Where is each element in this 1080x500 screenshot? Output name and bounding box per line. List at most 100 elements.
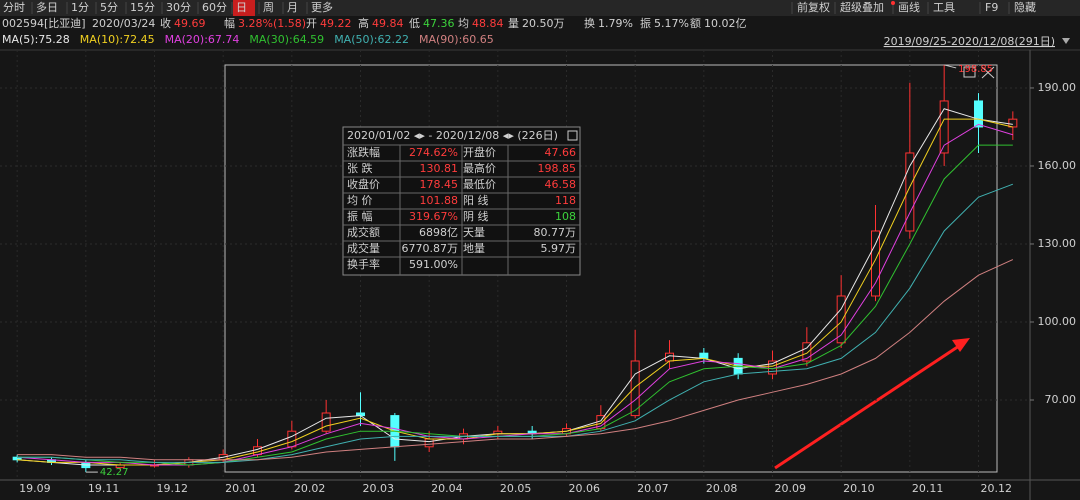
candle-body — [424, 438, 434, 448]
x-tick-label: 20.04 — [431, 482, 463, 495]
quote-value: 1.79% — [598, 17, 633, 30]
candle-body — [905, 152, 915, 232]
maximize-icon[interactable] — [963, 66, 976, 78]
x-tick-label: 20.09 — [775, 482, 807, 495]
table-cell: 成交额 — [347, 225, 380, 239]
x-tick-label: 20.12 — [981, 482, 1013, 495]
x-tick-label: 20.05 — [500, 482, 532, 495]
x-tick-label: 20.08 — [706, 482, 738, 495]
toolbar-tab[interactable]: 1分 — [71, 1, 89, 14]
toolbar-button[interactable]: 前复权 — [797, 0, 830, 14]
quote-label: 均 — [458, 17, 469, 30]
notify-dot — [891, 1, 895, 5]
quote-label: 收 — [160, 16, 171, 30]
toolbar-tab[interactable]: 30分 — [166, 1, 191, 14]
table-cell: 47.66 — [545, 146, 577, 159]
stats-box: 2020/01/02 ◂▸ - 2020/12/08 ◂▸ (226日) 涨跌幅… — [342, 126, 581, 276]
y-tick-label: 160.00 — [1038, 159, 1077, 172]
x-tick-label: 20.11 — [912, 482, 944, 495]
x-tick-label: 19.12 — [157, 482, 189, 495]
candle-body — [871, 230, 880, 297]
trend-arrow-head — [952, 338, 970, 352]
quote-value: 3.28%(1.58) — [238, 17, 306, 30]
quote-value: 5.17% — [654, 17, 689, 30]
x-tick-label: 20.06 — [569, 482, 601, 495]
table-cell: 成交量 — [347, 241, 380, 255]
toolbar-tab[interactable]: 15分 — [130, 1, 155, 14]
stats-title: 2020/01/02 ◂▸ - 2020/12/08 ◂▸ (226日) — [347, 129, 558, 142]
ma-line — [17, 259, 1014, 461]
toolbar-tab[interactable]: 多日 — [36, 0, 58, 14]
y-tick-label: 70.00 — [1045, 393, 1077, 406]
table-cell: 天量 — [463, 226, 485, 239]
quote-value: 49.84 — [372, 17, 404, 30]
quote-label: 幅 — [224, 17, 235, 30]
x-tick-label: 20.01 — [225, 482, 257, 495]
quote-label: 额 — [690, 17, 701, 30]
y-tick-label: 130.00 — [1038, 237, 1077, 250]
toolbar — [0, 0, 1080, 16]
range-dropdown[interactable] — [1062, 38, 1070, 44]
table-cell: 振 幅 — [347, 209, 373, 223]
quote-label: 低 — [409, 17, 420, 30]
x-tick-label: 20.10 — [843, 482, 875, 495]
candle-body — [974, 100, 983, 128]
x-tick-label: 20.02 — [294, 482, 326, 495]
stock-code: 002594[比亚迪] — [2, 17, 86, 30]
table-cell: 274.62% — [409, 146, 458, 159]
table-cell: 178.45 — [420, 178, 459, 191]
x-tick-label: 19.11 — [88, 482, 120, 495]
legend-entry: MA(20):67.74 — [165, 33, 240, 46]
ma-line — [17, 183, 1014, 463]
candle-body — [1008, 118, 1018, 128]
quote-value: 49.22 — [320, 17, 352, 30]
toolbar-button[interactable]: 工具 — [933, 1, 955, 14]
close-icon[interactable] — [981, 66, 995, 79]
selection-box — [224, 64, 998, 473]
table-cell: 6898亿 — [419, 226, 458, 239]
candle-body — [321, 412, 331, 432]
x-tick-label: 20.07 — [637, 482, 669, 495]
quote-value: 10.02亿 — [704, 17, 747, 30]
candle-body — [287, 430, 297, 448]
table-cell: 换手率 — [347, 257, 380, 271]
toolbar-tab[interactable]: 月 — [287, 1, 298, 14]
toolbar-tab[interactable]: 周 — [263, 1, 274, 14]
trend-arrow — [774, 342, 963, 470]
quote-label: 换 — [584, 16, 595, 30]
table-cell: 收盘价 — [347, 177, 380, 191]
range-label[interactable]: 2019/09/25-2020/12/08(291日) — [884, 35, 1055, 48]
candle-body — [802, 342, 812, 362]
candle-body — [630, 360, 640, 417]
table-cell: 张 跌 — [347, 161, 373, 175]
toolbar-tab[interactable]: 5分 — [100, 1, 118, 14]
table-cell: 46.58 — [545, 178, 577, 191]
candle-body — [699, 352, 709, 359]
table-cell: 最高价 — [463, 161, 496, 175]
x-tick-label: 19.09 — [19, 482, 50, 495]
toolbar-button[interactable]: 超级叠加 — [840, 0, 884, 14]
stats-close[interactable] — [567, 130, 578, 141]
toolbar-tab[interactable]: 更多 — [311, 0, 333, 14]
y-tick-label: 190.00 — [1038, 81, 1077, 94]
table-cell: 319.67% — [409, 210, 458, 223]
quote-value: 49.69 — [174, 17, 206, 30]
table-cell: 108 — [555, 210, 576, 223]
quote-label: 量 — [508, 17, 519, 30]
table-cell: 阴 线 — [463, 209, 489, 223]
quote-value: 48.84 — [472, 17, 504, 30]
table-cell: 阳 线 — [463, 193, 489, 207]
table-cell: 591.00% — [409, 258, 458, 271]
quote-value: 20.50万 — [522, 17, 565, 30]
legend-entry: MA(10):72.45 — [80, 33, 155, 46]
toolbar-button[interactable]: F9 — [985, 1, 998, 14]
toolbar-tab[interactable]: 60分 — [202, 1, 227, 14]
toolbar-button[interactable]: 画线 — [898, 0, 920, 14]
toolbar-button[interactable]: 隐藏 — [1014, 1, 1036, 14]
toolbar-tab[interactable]: 分时 — [3, 1, 25, 14]
legend-entry: MA(50):62.22 — [334, 33, 409, 46]
table-cell: 最低价 — [463, 178, 496, 191]
table-cell: 198.85 — [538, 162, 577, 175]
toolbar-tab[interactable]: 日 — [236, 1, 247, 14]
